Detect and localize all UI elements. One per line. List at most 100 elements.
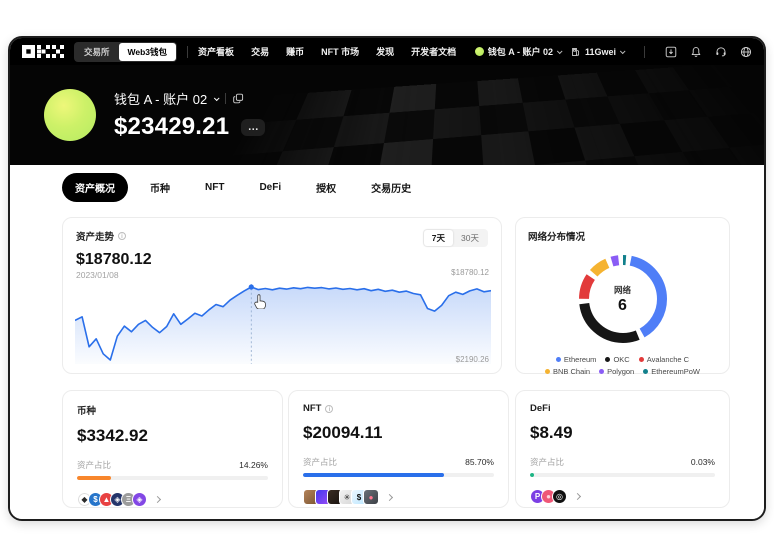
chevron-right-icon[interactable] (573, 492, 582, 501)
defi-value: $8.49 (530, 423, 573, 442)
defi-ratio-label: 资产占比 (530, 457, 565, 467)
wallet-name[interactable]: 钱包 A - 账户 02 (114, 92, 208, 107)
tab-2[interactable]: NFT (205, 181, 225, 193)
account-selector[interactable]: 钱包 A - 账户 02 (474, 45, 563, 58)
legend-item-polygon: Polygon (599, 367, 634, 376)
bell-icon[interactable] (690, 46, 702, 58)
nav-icon-group (665, 46, 752, 58)
range-7d-button[interactable]: 7天 (423, 230, 454, 246)
download-icon[interactable] (665, 46, 677, 58)
okx-logo-icon (22, 45, 64, 58)
wallet-balance: $23429.21 (114, 113, 230, 140)
nav-menu-item-3[interactable]: NFT 市场 (321, 47, 360, 57)
nft-summary-card: NFT i $20094.11 资产占比 85.70% ✳ $ ● (288, 390, 509, 508)
nav-menu-item-1[interactable]: 交易 (251, 47, 270, 57)
nft-ratio-pct: 85.70% (465, 457, 494, 467)
wallet-hero: 钱包 A - 账户 02 $23429.21 … (10, 65, 764, 165)
nft-progress-track (303, 473, 494, 477)
top-navbar: 交易所 Web3钱包 资产看板 交易 赚币 NFT 市场 发现 开发者文档 钱包 A - … (10, 38, 764, 65)
copy-icon[interactable] (233, 93, 244, 104)
defi-ratio-pct: 0.03% (690, 457, 715, 467)
nav-divider (187, 45, 189, 58)
nft-value: $20094.11 (303, 423, 383, 442)
info-icon[interactable]: i (118, 232, 127, 240)
chevron-down-icon (556, 47, 563, 54)
trend-min-label: $2190.26 (455, 355, 489, 364)
nav-menu-item-5[interactable]: 开发者文档 (411, 47, 457, 57)
divider (225, 93, 227, 104)
defi-progress-fill (530, 473, 534, 477)
gas-label: 11Gwei (584, 46, 616, 57)
nft-title: NFT i (303, 403, 494, 414)
nft-icon-row[interactable]: ✳ $ ● (303, 489, 494, 505)
nft-progress-fill (303, 473, 445, 477)
network-distribution-card: 网络分布情况 网络 6 Ethereum OKC Avalanche C BNB Ch… (515, 217, 730, 376)
nav-menu-item-4[interactable]: 发现 (376, 47, 395, 57)
asset-trend-title: 资产走势 i (76, 229, 127, 243)
tokens-ratio-label: 资产占比 (77, 460, 112, 470)
network-legend: Ethereum OKC Avalanche C BNB Chain Polygon Et… (528, 355, 717, 376)
range-30d-button[interactable]: 30天 (453, 230, 487, 246)
donut-center-label: 网络 (613, 284, 631, 295)
defi-summary-card: DeFi $8.49 资产占比 0.03% P ● ◎ (515, 390, 730, 508)
nav-menu-item-0[interactable]: 资产看板 (198, 47, 235, 57)
tokens-icon-row[interactable]: ◆ $ ▲ ◈ Ξ ◈ (77, 492, 268, 507)
globe-icon[interactable] (740, 46, 752, 58)
trend-max-label: $18780.12 (451, 268, 489, 277)
trend-value: $18780.12 (76, 251, 152, 268)
tab-4[interactable]: 授权 (316, 183, 337, 195)
network-title: 网络分布情况 (528, 232, 586, 243)
network-donut-chart[interactable]: 网络 6 (571, 247, 675, 351)
chevron-right-icon[interactable] (153, 495, 162, 504)
more-button[interactable]: … (241, 118, 266, 136)
app-window: 交易所 Web3钱包 资产看板 交易 赚币 NFT 市场 发现 开发者文档 钱包 A - … (8, 36, 766, 521)
tab-exchange[interactable]: 交易所 (75, 43, 119, 61)
account-avatar (474, 47, 484, 56)
tab-web3-wallet[interactable]: Web3钱包 (118, 42, 177, 61)
legend-item-avalanche-c: Avalanche C (638, 355, 689, 364)
tokens-progress-fill (77, 476, 112, 480)
tokens-value: $3342.92 (77, 426, 148, 445)
exchange-wallet-toggle: 交易所 Web3钱包 (74, 41, 178, 62)
nav-right: 钱包 A - 账户 02 11Gwei (474, 45, 752, 58)
legend-item-bnb-chain: BNB Chain (545, 367, 590, 376)
okx-logo[interactable] (22, 45, 64, 58)
legend-item-ethereumpow: EthereumPoW (643, 367, 700, 376)
tab-3[interactable]: DeFi (259, 181, 282, 193)
donut-center: 网络 6 (571, 247, 675, 351)
cursor-icon (254, 294, 267, 309)
donut-center-value: 6 (618, 296, 627, 314)
account-label: 钱包 A - 账户 02 (487, 47, 553, 57)
nav-divider (644, 45, 645, 58)
legend-item-okc: OKC (605, 355, 630, 364)
legend-item-ethereum: Ethereum (555, 355, 596, 364)
tab-5[interactable]: 交易历史 (371, 183, 412, 195)
tab-0[interactable]: 资产概况 (62, 172, 128, 202)
nav-menu: 资产看板 交易 赚币 NFT 市场 发现 开发者文档 (198, 45, 456, 58)
asset-trend-card: 资产走势 i 7天 30天 $18780.12 2023/01/08 $18780… (62, 217, 502, 374)
defi-icon-row[interactable]: P ● ◎ (530, 489, 715, 504)
defi-progress-track (530, 473, 715, 477)
tokens-summary-card: 币种 $3342.92 资产占比 14.26% ◆ $ ▲ ◈ Ξ ◈ (62, 390, 283, 508)
defi-title: DeFi (530, 403, 551, 414)
tokens-progress-track (77, 476, 268, 480)
trend-date: 2023/01/08 (76, 270, 119, 280)
chevron-right-icon[interactable] (385, 493, 394, 501)
polygon-token-icon: ◈ (132, 492, 147, 507)
nav-menu-item-2[interactable]: 赚币 (286, 47, 305, 57)
range-toggle: 7天 30天 (422, 229, 488, 247)
tab-1[interactable]: 币种 (150, 183, 170, 195)
gas-indicator[interactable]: 11Gwei (571, 46, 626, 57)
chevron-down-icon[interactable] (214, 94, 220, 101)
defi-proto-3: ◎ (552, 489, 567, 504)
section-tabbar: 资产概况 币种 NFT DeFi 授权 交易历史 (10, 165, 764, 209)
fuel-pump-icon (572, 47, 579, 56)
headset-icon[interactable] (715, 46, 727, 58)
info-icon[interactable]: i (325, 404, 334, 413)
dashboard-content: 资产走势 i 7天 30天 $18780.12 2023/01/08 $18780… (10, 209, 764, 519)
trend-line-chart[interactable] (74, 282, 492, 364)
wallet-avatar[interactable] (44, 89, 96, 141)
tokens-ratio-pct: 14.26% (239, 460, 268, 470)
tokens-title: 币种 (77, 406, 97, 417)
